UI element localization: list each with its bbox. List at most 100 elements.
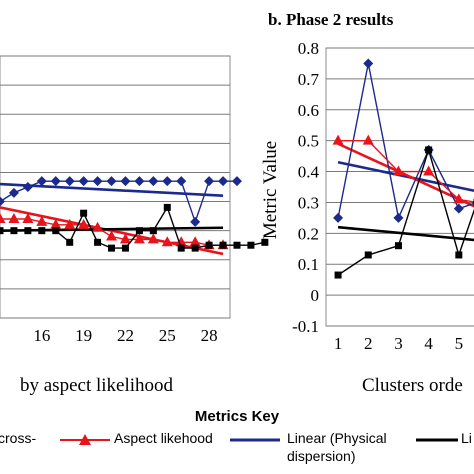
legend-item-cross-label: cross- xyxy=(0,430,36,446)
data-point-physical xyxy=(92,176,103,187)
data-point-physical xyxy=(8,187,19,198)
y-tick-label: 0.8 xyxy=(298,39,319,58)
data-point-aspect xyxy=(92,221,104,232)
data-point-physical xyxy=(106,176,117,187)
data-point-cross xyxy=(219,241,227,249)
y-tick-label: 0 xyxy=(311,286,320,305)
x-tick-label: 22 xyxy=(117,326,134,345)
data-point-aspect xyxy=(78,218,90,229)
x-tick-label: 28 xyxy=(201,326,218,345)
data-point-aspect xyxy=(453,193,465,204)
plot-area-right xyxy=(325,47,474,327)
data-point-cross xyxy=(108,244,116,252)
x-axis-label-right: Clusters orde xyxy=(362,375,463,396)
chart-panel-right: b. Phase 2 results Metric Value -0.1 0 0.1… xyxy=(260,10,474,396)
data-point-physical xyxy=(0,196,5,207)
legend-item-linear-cut: Li xyxy=(416,430,472,446)
data-point-aspect xyxy=(189,236,201,247)
legend-item-linear-physical: Linear (Physical dispersion) xyxy=(230,430,387,464)
series-line-cross xyxy=(337,147,474,276)
data-point-aspect xyxy=(133,233,145,244)
data-point-aspect xyxy=(161,236,173,247)
data-point-aspect xyxy=(106,230,118,241)
legend-item-aspect-label: Aspect likehood xyxy=(114,430,213,446)
legend-item-aspect: Aspect likehood xyxy=(60,430,213,446)
x-tick-label: 1 xyxy=(334,334,343,353)
x-tick-label: 19 xyxy=(75,326,92,345)
y-tick-label: 0.6 xyxy=(298,101,319,120)
metrics-legend: Metrics Key cross- Aspect likehood Linea… xyxy=(0,408,472,464)
data-point-cross xyxy=(394,242,402,250)
data-point-physical xyxy=(231,176,242,187)
data-point-physical xyxy=(453,203,464,214)
x-axis-label-left: by aspect likelihood xyxy=(20,375,174,396)
data-point-aspect xyxy=(8,213,20,224)
y-tick-label: 0.7 xyxy=(298,70,320,89)
trendline-cross xyxy=(337,225,474,242)
data-point-cross xyxy=(0,227,4,235)
data-point-physical xyxy=(120,176,131,187)
x-tick-labels-right: 1 2 3 4 5 xyxy=(334,334,463,353)
y-tick-label: -0.1 xyxy=(292,317,319,336)
data-point-physical xyxy=(218,176,229,187)
data-point-physical xyxy=(363,58,374,69)
data-point-cross xyxy=(233,241,241,249)
data-point-cross xyxy=(38,227,46,235)
data-point-aspect xyxy=(423,165,435,176)
data-point-physical xyxy=(36,176,47,187)
data-point-physical xyxy=(78,176,89,187)
data-point-physical xyxy=(176,176,187,187)
data-point-cross xyxy=(261,238,269,246)
data-point-aspect xyxy=(36,215,48,226)
data-point-physical xyxy=(64,176,75,187)
chart-title-right: b. Phase 2 results xyxy=(268,10,394,29)
legend-title: Metrics Key xyxy=(195,408,280,425)
legend-item-linear-cut-label: Li xyxy=(461,430,472,446)
data-point-aspect xyxy=(22,213,34,224)
legend-item-linear-physical-label-line1: Linear (Physical xyxy=(287,430,387,446)
data-point-cross xyxy=(66,238,74,246)
y-tick-label: 0.1 xyxy=(298,255,319,274)
data-point-aspect xyxy=(471,201,474,207)
chart-panel-left: 16 19 22 25 28 by aspect likelihood xyxy=(0,55,269,396)
data-point-cross xyxy=(135,227,143,235)
data-point-aspect xyxy=(147,233,159,244)
data-point-aspect xyxy=(332,134,344,145)
data-point-cross xyxy=(94,238,102,246)
data-point-physical xyxy=(333,212,344,223)
data-point-physical xyxy=(50,176,61,187)
series-right xyxy=(332,58,474,279)
data-point-cross xyxy=(425,146,433,154)
data-point-cross xyxy=(247,241,255,249)
data-point-cross xyxy=(163,203,171,211)
y-tick-label: 0.2 xyxy=(298,224,319,243)
data-point-cross xyxy=(205,241,213,249)
data-point-aspect xyxy=(392,165,404,176)
y-tick-label: 0.3 xyxy=(298,193,319,212)
data-point-physical xyxy=(134,176,145,187)
y-tick-label: 0.5 xyxy=(298,132,319,151)
data-point-cross xyxy=(121,244,129,252)
series-left xyxy=(0,176,269,252)
data-point-cross xyxy=(10,227,18,235)
legend-item-linear-physical-label-line2: dispersion) xyxy=(287,448,355,464)
x-tick-label: 2 xyxy=(364,334,373,353)
x-tick-label: 16 xyxy=(33,326,50,345)
y-tick-label: 0.4 xyxy=(298,163,320,182)
y-axis-label-right: Metric Value xyxy=(260,141,281,239)
data-point-aspect xyxy=(0,213,6,224)
data-point-physical xyxy=(22,182,33,192)
data-point-cross xyxy=(24,227,32,235)
data-point-cross xyxy=(149,227,157,235)
data-point-cross xyxy=(177,244,185,252)
data-point-physical xyxy=(204,176,215,187)
data-point-physical xyxy=(393,212,404,223)
data-point-cross xyxy=(191,244,199,252)
data-point-cross xyxy=(364,251,372,259)
data-point-cross xyxy=(334,271,342,279)
data-point-physical xyxy=(162,176,173,187)
data-point-physical xyxy=(148,176,159,187)
data-point-aspect xyxy=(64,218,76,229)
data-point-cross xyxy=(455,251,463,259)
